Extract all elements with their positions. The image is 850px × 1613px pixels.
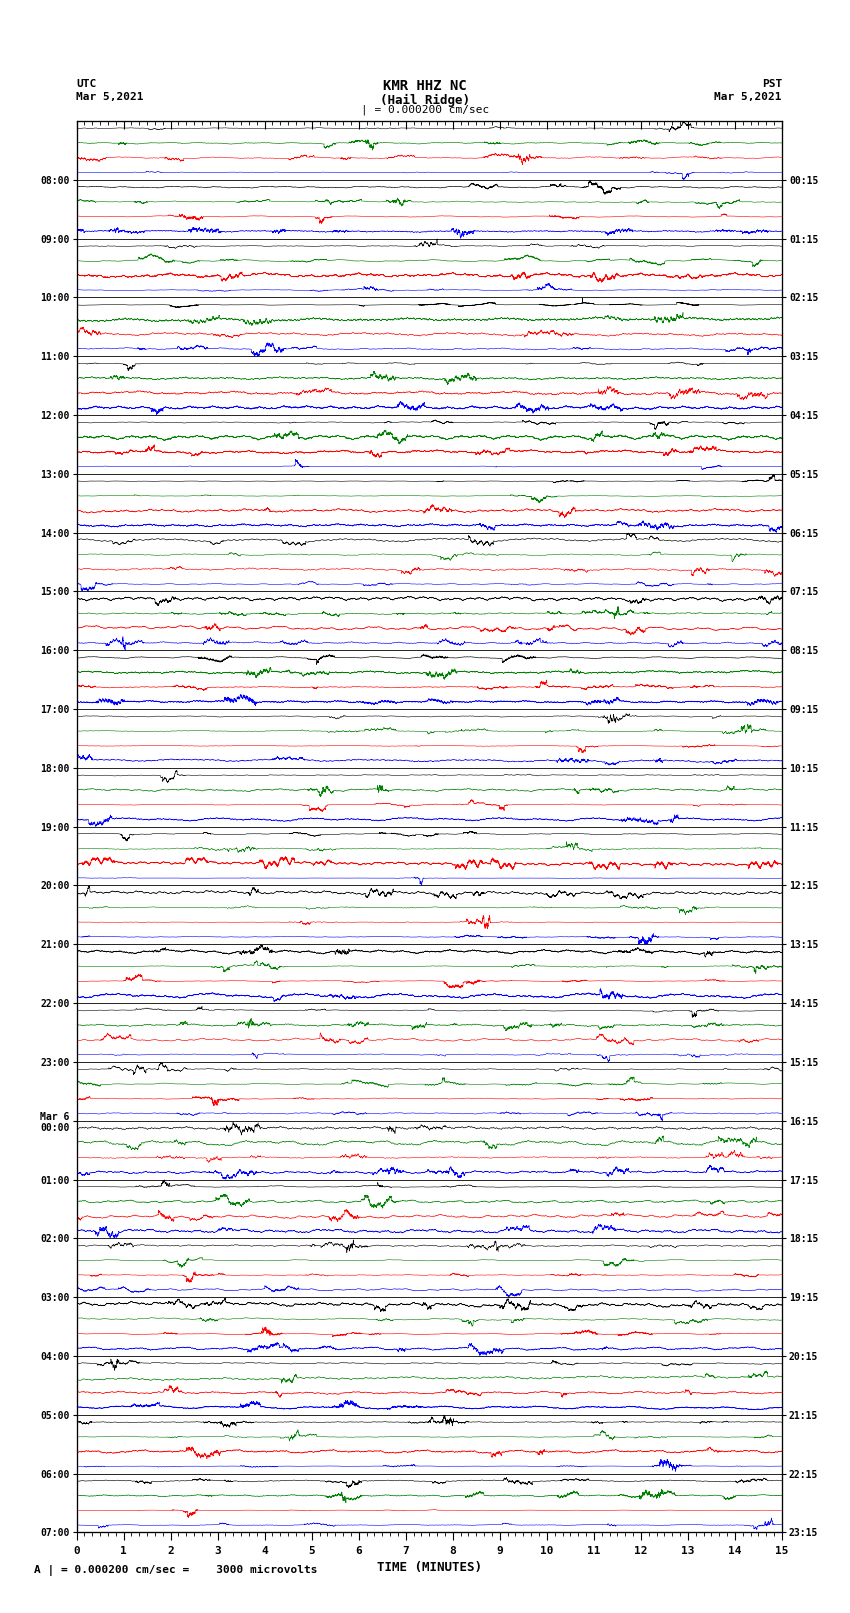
Text: Mar 5,2021: Mar 5,2021	[76, 92, 144, 102]
Text: UTC: UTC	[76, 79, 97, 89]
Text: KMR HHZ NC: KMR HHZ NC	[383, 79, 467, 92]
Text: | = 0.000200 cm/sec: | = 0.000200 cm/sec	[361, 103, 489, 115]
Text: A | = 0.000200 cm/sec =    3000 microvolts: A | = 0.000200 cm/sec = 3000 microvolts	[34, 1565, 318, 1576]
Text: PST: PST	[762, 79, 782, 89]
Text: Mar 5,2021: Mar 5,2021	[715, 92, 782, 102]
Text: (Hail Ridge): (Hail Ridge)	[380, 94, 470, 106]
X-axis label: TIME (MINUTES): TIME (MINUTES)	[377, 1561, 482, 1574]
